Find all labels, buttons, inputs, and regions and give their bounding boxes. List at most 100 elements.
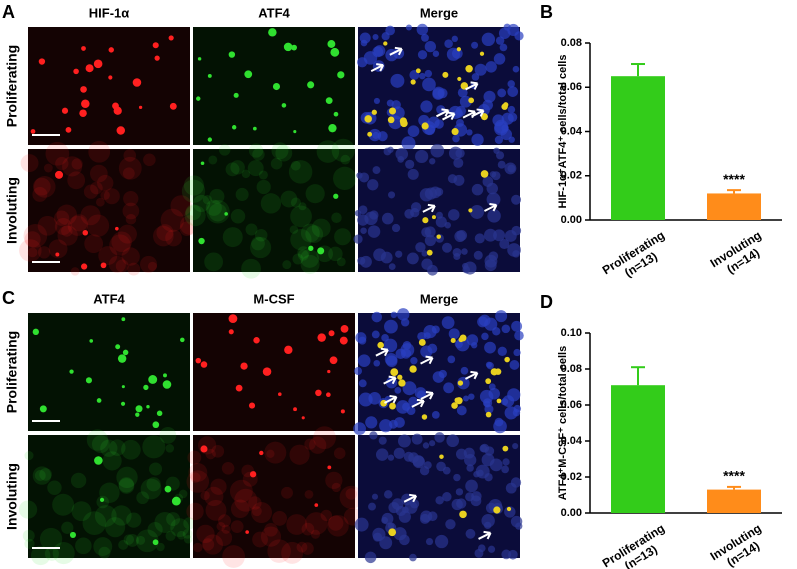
stained-cell (240, 362, 248, 370)
stain (235, 187, 249, 201)
stained-cell (200, 445, 208, 453)
stain (32, 186, 48, 202)
nucleus (412, 455, 426, 469)
stain (103, 188, 120, 205)
stain (290, 228, 312, 251)
stain (183, 175, 205, 196)
stained-cell (152, 42, 159, 49)
stain (108, 255, 126, 273)
stained-cell (55, 252, 60, 257)
nucleus (451, 35, 458, 43)
bar (707, 193, 761, 220)
stain (165, 229, 182, 247)
stain (331, 138, 355, 163)
nucleus (514, 31, 524, 41)
stain (153, 225, 174, 247)
stain (260, 526, 282, 547)
stain (75, 537, 92, 555)
stain (121, 439, 141, 460)
stained-cell (207, 137, 212, 142)
stain (123, 534, 135, 545)
stained-cell (162, 380, 172, 389)
nucleus (478, 314, 491, 327)
nucleus (471, 73, 480, 81)
stain (118, 477, 135, 493)
micrograph (28, 435, 190, 558)
stain (280, 190, 298, 208)
nucleus (358, 379, 367, 388)
stain (136, 529, 159, 553)
nucleus (499, 238, 510, 250)
column-header: Merge (420, 291, 458, 306)
nucleus (423, 325, 437, 339)
stain (288, 160, 313, 184)
stained-cell (315, 389, 322, 397)
nucleus (495, 36, 505, 45)
colocalized-cell (409, 365, 417, 373)
stain (320, 509, 333, 522)
stain (304, 489, 314, 499)
nucleus (461, 248, 468, 255)
colocalized-cell (459, 510, 467, 519)
nucleus (489, 171, 497, 178)
stained-cell (121, 385, 125, 389)
colocalized-cell (485, 411, 492, 418)
nucleus (462, 395, 469, 402)
stained-cell (168, 35, 174, 41)
stained-cell (55, 170, 64, 179)
stain (205, 199, 222, 216)
stained-cell (293, 130, 297, 134)
arrow (383, 375, 397, 385)
nucleus (383, 490, 393, 499)
stain (140, 255, 158, 273)
stain (247, 160, 264, 177)
stain (118, 224, 137, 244)
nucleus (497, 346, 507, 356)
stain (94, 505, 117, 527)
stain (89, 164, 108, 183)
stain (186, 470, 210, 493)
nucleus (396, 308, 410, 321)
stain (20, 154, 39, 173)
stain (185, 204, 202, 221)
stain (53, 210, 70, 226)
nucleus (483, 90, 496, 103)
y-tick-label: 0.06 (561, 399, 582, 411)
nucleus (471, 342, 478, 349)
stain (127, 262, 141, 276)
stain (304, 512, 328, 535)
stain (116, 466, 138, 489)
nucleus (364, 551, 377, 564)
nucleus (481, 32, 496, 47)
stain (328, 246, 343, 262)
stained-cell (333, 193, 339, 199)
stain (264, 441, 287, 464)
stained-cell (132, 78, 142, 87)
colocalized-cell (371, 109, 377, 115)
arrow (384, 394, 398, 404)
stain (241, 258, 261, 279)
nucleus (402, 381, 417, 396)
colocalized-cell (455, 397, 463, 405)
nucleus (470, 205, 484, 219)
stained-cell (65, 127, 72, 133)
stained-cell (284, 345, 293, 355)
stain (97, 174, 114, 192)
stain (98, 546, 111, 559)
stained-cell (262, 367, 272, 376)
y-tick-label: 0.00 (561, 507, 582, 519)
colocalized-cell (450, 337, 456, 344)
stained-cell (340, 324, 349, 333)
nucleus (507, 388, 521, 402)
stained-cell (94, 456, 103, 465)
stain (67, 215, 88, 236)
nucleus (397, 434, 411, 448)
bar (611, 385, 665, 513)
nucleus (442, 492, 452, 502)
colocalized-cell (459, 334, 467, 342)
stain (345, 488, 357, 500)
stain (111, 231, 132, 253)
bar (611, 76, 665, 220)
nucleus (452, 134, 460, 143)
nucleus (455, 148, 465, 158)
